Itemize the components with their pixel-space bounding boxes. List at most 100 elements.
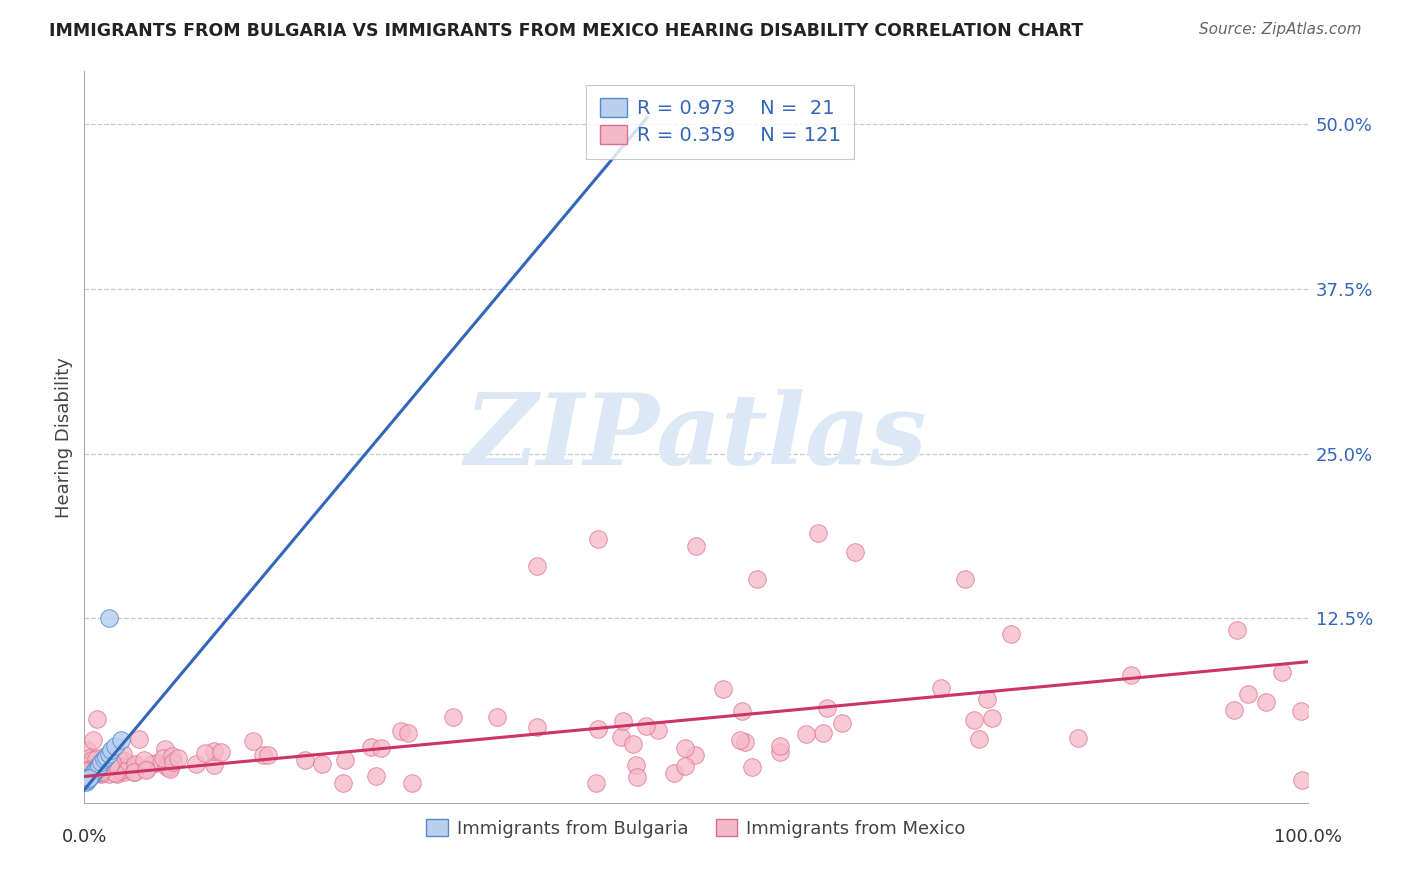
Point bbox=[84, 766, 107, 780]
Point bbox=[976, 692, 998, 706]
Point bbox=[110, 732, 132, 747]
Point bbox=[82, 766, 104, 780]
Point bbox=[76, 743, 98, 757]
Point bbox=[112, 747, 135, 761]
Point bbox=[526, 720, 548, 734]
Point bbox=[929, 681, 952, 695]
Point bbox=[967, 731, 990, 746]
Point bbox=[112, 762, 135, 776]
Point bbox=[186, 756, 208, 771]
Point bbox=[97, 611, 120, 625]
Point bbox=[311, 756, 333, 771]
Point bbox=[84, 756, 107, 771]
Point bbox=[104, 739, 127, 753]
Point bbox=[586, 533, 609, 547]
Point bbox=[621, 737, 644, 751]
Point bbox=[294, 754, 316, 768]
Point bbox=[135, 764, 157, 778]
Point bbox=[86, 765, 108, 780]
Point bbox=[86, 762, 108, 776]
Point bbox=[242, 734, 264, 748]
Point bbox=[77, 764, 100, 778]
Point bbox=[87, 759, 110, 773]
Point bbox=[110, 764, 132, 779]
Point bbox=[1291, 773, 1313, 788]
Point bbox=[75, 774, 97, 789]
Point bbox=[80, 768, 103, 782]
Text: ZIPatlas: ZIPatlas bbox=[465, 389, 927, 485]
Point bbox=[100, 743, 122, 757]
Point bbox=[769, 745, 792, 759]
Point bbox=[610, 731, 633, 745]
Point bbox=[1256, 695, 1278, 709]
Point bbox=[124, 765, 146, 780]
Point bbox=[673, 741, 696, 756]
Point bbox=[1223, 703, 1246, 717]
Point bbox=[152, 751, 174, 765]
Point bbox=[1000, 626, 1022, 640]
Point bbox=[80, 754, 103, 768]
Point bbox=[124, 756, 146, 771]
Point bbox=[769, 739, 792, 754]
Point bbox=[332, 776, 354, 790]
Point bbox=[114, 755, 136, 769]
Point bbox=[360, 740, 382, 755]
Point bbox=[166, 750, 188, 764]
Point bbox=[90, 755, 112, 769]
Point bbox=[156, 760, 179, 774]
Point bbox=[84, 752, 107, 766]
Point bbox=[159, 760, 181, 774]
Point bbox=[96, 749, 118, 764]
Point bbox=[82, 761, 104, 775]
Point bbox=[1289, 704, 1312, 718]
Point bbox=[1236, 687, 1258, 701]
Y-axis label: Hearing Disability: Hearing Disability bbox=[55, 357, 73, 517]
Point bbox=[585, 776, 607, 790]
Point bbox=[86, 712, 108, 726]
Point bbox=[77, 771, 100, 785]
Point bbox=[256, 747, 278, 762]
Point bbox=[730, 704, 752, 718]
Point bbox=[145, 756, 167, 771]
Point bbox=[194, 746, 217, 760]
Point bbox=[586, 723, 609, 737]
Point bbox=[155, 757, 177, 772]
Text: 0.0%: 0.0% bbox=[62, 828, 107, 846]
Point bbox=[134, 753, 156, 767]
Point bbox=[441, 710, 464, 724]
Point bbox=[526, 558, 548, 573]
Point bbox=[122, 765, 145, 780]
Point bbox=[202, 758, 225, 772]
Point bbox=[624, 757, 647, 772]
Point bbox=[93, 752, 115, 766]
Point bbox=[981, 711, 1004, 725]
Point bbox=[82, 733, 104, 747]
Point bbox=[647, 723, 669, 738]
Point bbox=[77, 772, 100, 786]
Point bbox=[135, 763, 157, 777]
Point bbox=[807, 525, 830, 540]
Point bbox=[811, 726, 834, 740]
Point bbox=[485, 710, 508, 724]
Point bbox=[77, 766, 100, 780]
Point bbox=[626, 770, 648, 784]
Point bbox=[252, 747, 274, 762]
Legend: Immigrants from Bulgaria, Immigrants from Mexico: Immigrants from Bulgaria, Immigrants fro… bbox=[419, 813, 973, 845]
Point bbox=[159, 762, 181, 776]
Point bbox=[815, 700, 838, 714]
Point bbox=[84, 761, 107, 775]
Point bbox=[963, 714, 986, 728]
Point bbox=[634, 719, 657, 733]
Point bbox=[202, 744, 225, 758]
Point bbox=[76, 773, 98, 788]
Point bbox=[1226, 623, 1249, 637]
Point bbox=[107, 749, 129, 764]
Point bbox=[685, 748, 707, 763]
Point bbox=[370, 741, 392, 756]
Point bbox=[97, 747, 120, 761]
Point bbox=[1067, 731, 1090, 745]
Point bbox=[90, 764, 112, 779]
Point bbox=[675, 758, 697, 772]
Point bbox=[685, 539, 707, 553]
Point bbox=[747, 572, 769, 586]
